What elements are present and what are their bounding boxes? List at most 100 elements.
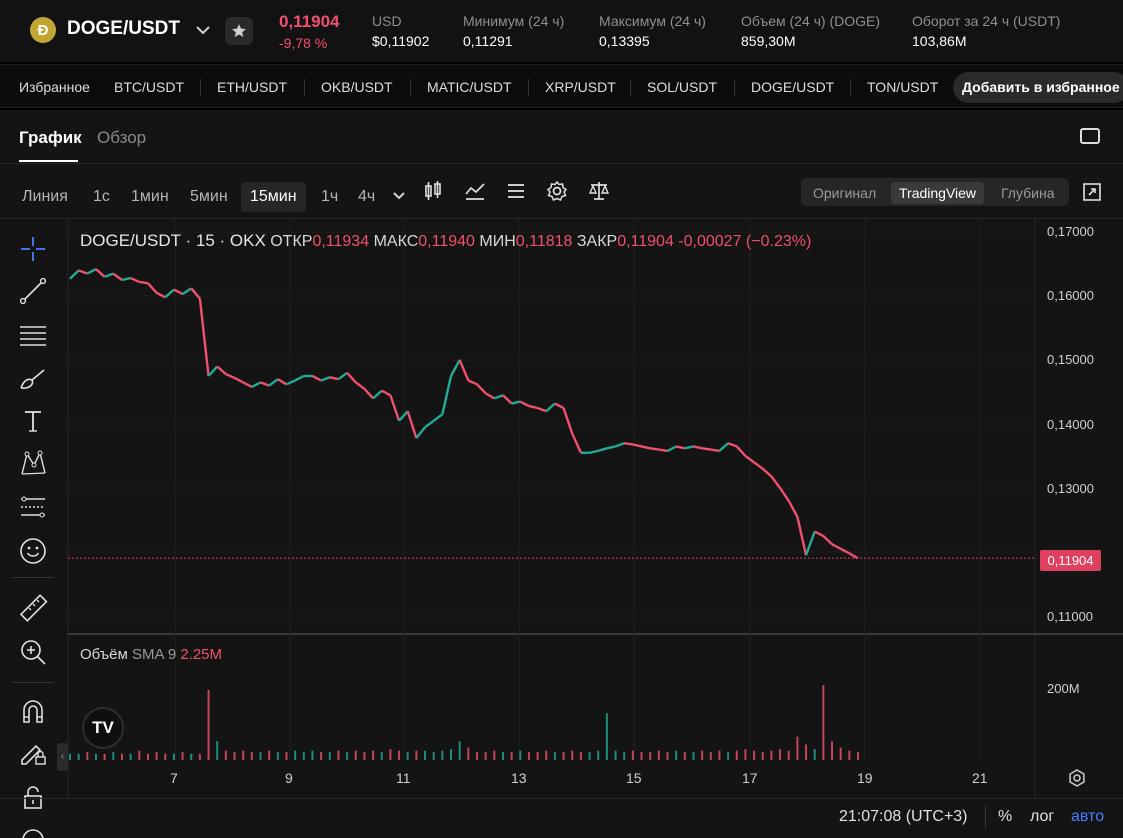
timeframe-1m[interactable]: 1мин bbox=[131, 188, 169, 205]
price-segment bbox=[761, 467, 773, 478]
x-tick-label: 7 bbox=[170, 770, 178, 786]
text-icon[interactable] bbox=[18, 406, 48, 436]
favorite-okb-usdt[interactable]: OKB/USDT bbox=[321, 79, 393, 95]
favorite-ton-usdt[interactable]: TON/USDT bbox=[867, 79, 939, 95]
legend-change: -0,00027 (−0.23%) bbox=[678, 233, 812, 250]
mode-depth[interactable]: Глубина bbox=[1001, 185, 1055, 201]
price-segment bbox=[753, 461, 764, 470]
price-segment bbox=[294, 374, 305, 382]
x-tick-label: 21 bbox=[972, 770, 988, 786]
fib-levels-icon[interactable] bbox=[18, 492, 48, 522]
trend-line-icon[interactable] bbox=[18, 276, 48, 306]
timeframe-5m[interactable]: 5мин bbox=[190, 188, 228, 205]
compare-scale-icon[interactable] bbox=[588, 180, 610, 202]
price-segment bbox=[554, 402, 565, 410]
price-segment bbox=[86, 268, 97, 275]
legend-open-label: ОТКР bbox=[270, 233, 313, 250]
crosshair-icon[interactable] bbox=[18, 234, 48, 264]
favorite-matic-usdt[interactable]: MATIC/USDT bbox=[427, 79, 512, 95]
legend-low-label: МИН bbox=[479, 233, 516, 250]
price-segment bbox=[381, 389, 391, 397]
price-segment bbox=[277, 378, 288, 386]
log-scale-toggle[interactable]: лог bbox=[1030, 808, 1055, 825]
timeframe-15m[interactable]: 15мин bbox=[241, 182, 306, 212]
horizontal-lines-icon[interactable] bbox=[18, 320, 48, 350]
chevron-down-icon[interactable] bbox=[193, 20, 213, 40]
timeframe-1h[interactable]: 1ч bbox=[321, 188, 339, 205]
tab-overview[interactable]: Обзор bbox=[97, 128, 147, 147]
collapse-toolbar-handle[interactable]: ‹ bbox=[57, 743, 68, 771]
volume-bar bbox=[848, 750, 851, 760]
lock-icon[interactable] bbox=[18, 783, 48, 813]
tradingview-logo[interactable]: TV bbox=[82, 707, 124, 749]
timeframe-4h[interactable]: 4ч bbox=[358, 188, 376, 205]
list-icon[interactable] bbox=[505, 180, 527, 202]
favorite-eth-usdt[interactable]: ETH/USDT bbox=[217, 79, 287, 95]
percent-scale-toggle[interactable]: % bbox=[998, 808, 1013, 825]
price-segment bbox=[337, 371, 348, 381]
zoom-in-icon[interactable] bbox=[18, 637, 48, 667]
window-icon[interactable] bbox=[1080, 128, 1100, 144]
ruler-icon[interactable] bbox=[18, 593, 48, 623]
settings-gear-icon[interactable] bbox=[546, 180, 568, 202]
favorites-title[interactable]: Избранное bbox=[19, 79, 90, 95]
volume-bar bbox=[172, 753, 175, 760]
price-segment bbox=[207, 365, 219, 377]
favorite-btc-usdt[interactable]: BTC/USDT bbox=[114, 79, 184, 95]
y-tick-label: 0,13000 bbox=[1047, 481, 1094, 496]
legend-high-label: МАКС bbox=[373, 233, 419, 250]
auto-scale-toggle[interactable]: авто bbox=[1071, 808, 1105, 825]
eye-icon[interactable] bbox=[18, 823, 48, 838]
timeframe-line[interactable]: Линия bbox=[22, 188, 68, 205]
price-segment bbox=[814, 530, 824, 538]
axis-settings-icon[interactable] bbox=[1067, 768, 1087, 788]
price-segment bbox=[398, 410, 409, 422]
smiley-icon[interactable] bbox=[18, 536, 48, 566]
volume-bar bbox=[190, 753, 193, 760]
mode-original[interactable]: Оригинал bbox=[813, 185, 877, 201]
volume-bar bbox=[597, 750, 600, 760]
price-segment bbox=[528, 404, 538, 410]
stat-value: 103,86M bbox=[912, 33, 967, 49]
pair-name[interactable]: DOGE/USDT bbox=[67, 18, 180, 39]
volume-bar bbox=[207, 689, 210, 760]
expand-icon[interactable] bbox=[1082, 182, 1102, 202]
pencil-lock-icon[interactable] bbox=[18, 738, 48, 768]
price-segment bbox=[658, 448, 668, 453]
price-segment bbox=[320, 376, 331, 382]
price-segment bbox=[779, 487, 790, 502]
price-segment bbox=[121, 276, 131, 282]
favorite-sol-usdt[interactable]: SOL/USDT bbox=[647, 79, 718, 95]
volume-bar bbox=[285, 752, 288, 760]
volume-bar bbox=[155, 752, 158, 760]
volume-bar bbox=[761, 752, 764, 760]
volume-bar bbox=[527, 752, 530, 760]
timeframe-chevron-icon[interactable] bbox=[388, 184, 410, 206]
price-segment bbox=[147, 282, 158, 294]
favorite-xrp-usdt[interactable]: XRP/USDT bbox=[545, 79, 616, 95]
price-segment bbox=[181, 287, 192, 296]
add-to-favorites-button[interactable]: Добавить в избранное bbox=[953, 72, 1123, 103]
volume-bar bbox=[701, 750, 704, 760]
stat-high-24h: Максимум (24 ч) 0,13395 bbox=[599, 13, 706, 49]
candles-icon[interactable] bbox=[422, 180, 444, 202]
magnet-icon[interactable] bbox=[18, 696, 48, 726]
volume-sma-label: SMA 9 bbox=[131, 646, 177, 663]
brush-icon[interactable] bbox=[18, 364, 48, 394]
timeframe-1s[interactable]: 1с bbox=[93, 188, 110, 205]
price-segment bbox=[537, 406, 547, 413]
pattern-icon[interactable] bbox=[18, 448, 48, 478]
indicators-icon[interactable] bbox=[464, 180, 486, 202]
volume-bar bbox=[138, 750, 141, 760]
tab-chart[interactable]: График bbox=[19, 128, 82, 147]
price-segment bbox=[372, 389, 383, 400]
favorite-doge-usdt[interactable]: DOGE/USDT bbox=[751, 79, 835, 95]
volume-bar bbox=[424, 750, 427, 760]
mode-tradingview[interactable]: TradingView bbox=[891, 182, 985, 204]
stat-label: Минимум (24 ч) bbox=[463, 13, 565, 29]
price-chart[interactable] bbox=[0, 110, 1123, 798]
volume-bar bbox=[571, 750, 574, 760]
clock-timezone[interactable]: 21:07:08 (UTC+3) bbox=[839, 808, 968, 825]
favorite-star-button[interactable] bbox=[225, 17, 253, 45]
price-segment bbox=[449, 359, 461, 377]
